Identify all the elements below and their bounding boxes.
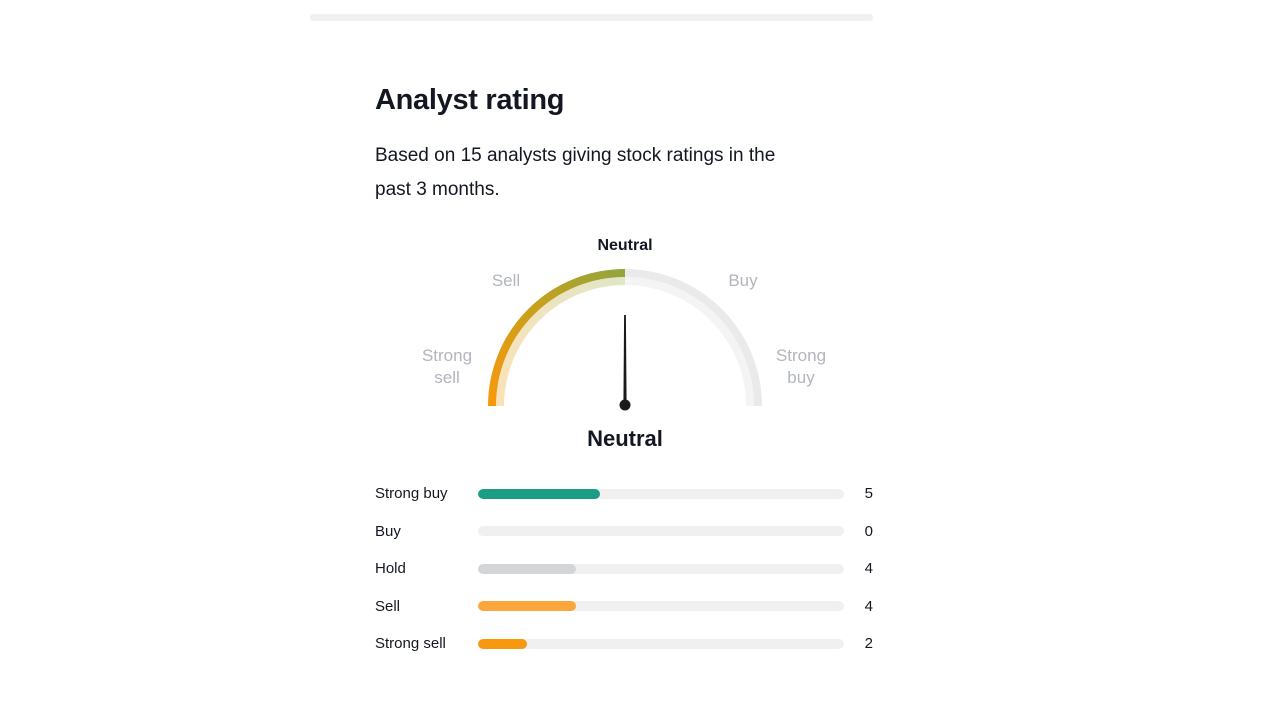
gauge-needle (623, 315, 627, 405)
gauge-label-buy: Buy (728, 271, 758, 290)
rating-row-value: 4 (864, 597, 873, 615)
rating-row-strong-buy: Strong buy 5 (375, 475, 873, 513)
rating-bar-fill (478, 563, 576, 574)
rating-row-label: Strong buy (375, 485, 448, 503)
gauge-value-arc-faded (496, 277, 626, 407)
rating-bar-track (478, 563, 844, 574)
rating-row-buy: Buy 0 (375, 513, 873, 551)
rating-row-label: Strong sell (375, 635, 446, 653)
rating-row-value: 5 (864, 485, 873, 503)
rating-row-strong-sell: Strong sell 2 (375, 625, 873, 663)
rating-gauge: Neutral Sell Buy Strong sell Strong buy … (400, 230, 850, 470)
gauge-label-strong-sell: Strong sell (421, 346, 473, 387)
gauge-track-outer (624, 269, 762, 407)
gauge-needle-pivot (619, 399, 631, 411)
rating-bar-fill (478, 638, 527, 649)
subtitle: Based on 15 analysts giving stock rating… (375, 139, 775, 207)
subtitle-line-2: past 3 months. (375, 179, 500, 200)
rating-bar-fill (478, 601, 576, 612)
rating-row-label: Sell (375, 597, 401, 615)
gauge-label-neutral: Neutral (597, 237, 653, 254)
rating-bar-track (478, 526, 844, 537)
gauge-label-sell: Sell (491, 271, 521, 290)
gauge-label-strong-buy: Strong buy (775, 346, 827, 387)
rating-row-label: Buy (375, 522, 401, 540)
rating-row-value: 0 (864, 522, 873, 540)
rating-row-sell: Sell 4 (375, 588, 873, 626)
rating-bar-fill (478, 488, 600, 499)
rating-row-value: 4 (864, 560, 873, 578)
gauge-arc-graphic (488, 269, 762, 411)
gauge-value-arc (488, 269, 626, 407)
current-rating-text: Neutral (587, 426, 663, 451)
rating-row-hold: Hold 4 (375, 550, 873, 588)
rating-distribution-list: Strong buy 5 Buy 0 Hold 4 Sell 4 Strong … (375, 475, 873, 663)
rating-bar-track (478, 488, 844, 499)
gauge-track-inner (624, 277, 754, 407)
top-divider (310, 14, 873, 21)
subtitle-line-1: Based on 15 analysts giving stock rating… (375, 145, 776, 166)
rating-bar-track (478, 601, 844, 612)
page-title: Analyst rating (375, 84, 565, 116)
rating-row-label: Hold (375, 560, 406, 578)
rating-bar-track (478, 638, 844, 649)
rating-row-value: 2 (864, 635, 873, 653)
